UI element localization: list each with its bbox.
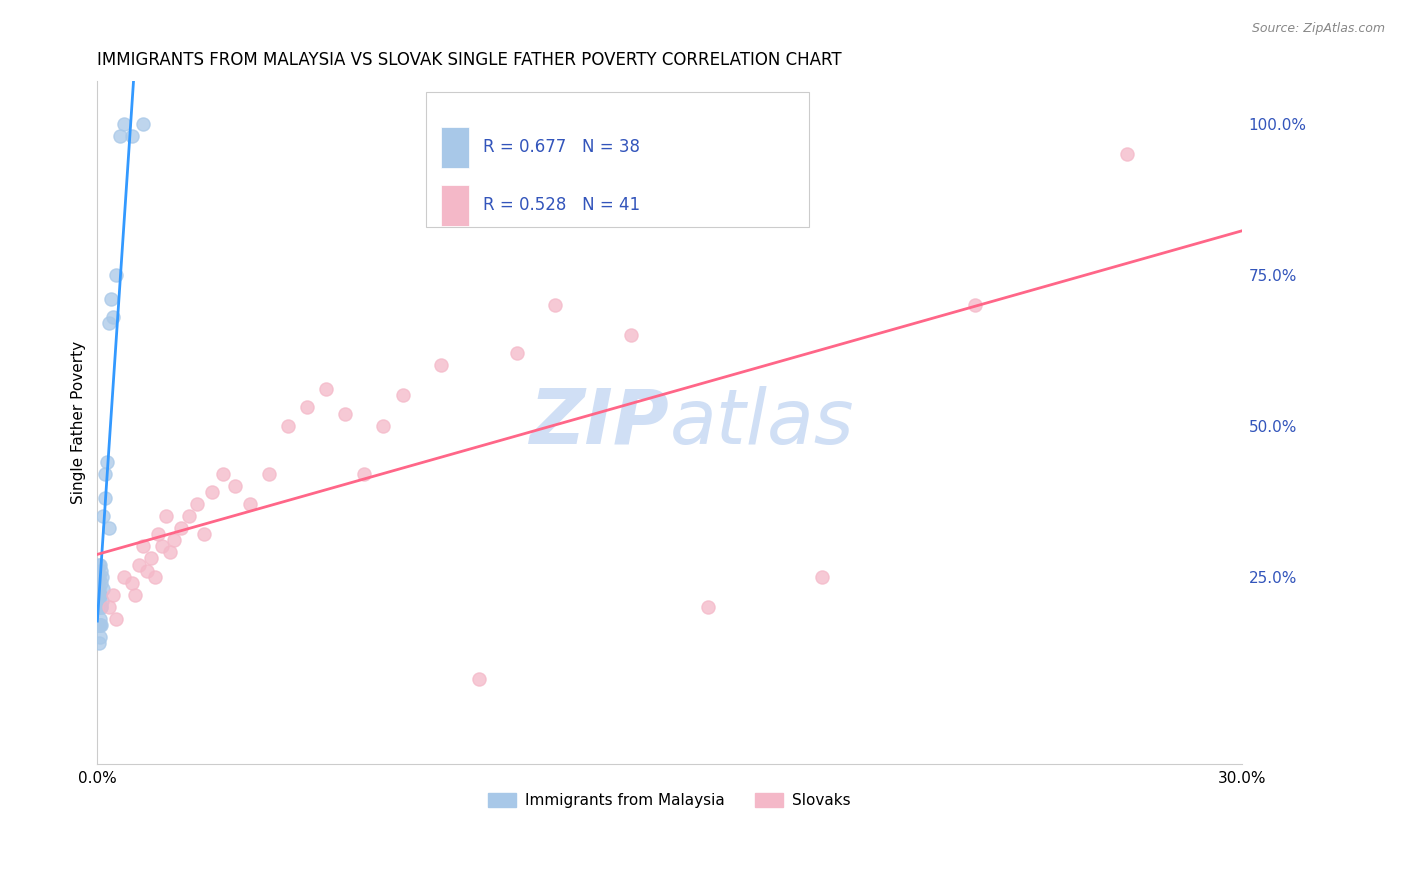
Point — [97, 316, 120, 330]
Text: R = 0.677   N = 38: R = 0.677 N = 38 — [484, 138, 640, 156]
Text: ZIP: ZIP — [530, 385, 669, 459]
Point — [101, 310, 124, 324]
Point — [212, 467, 235, 481]
Point — [177, 509, 200, 524]
Point — [124, 588, 146, 602]
Text: Source: ZipAtlas.com: Source: ZipAtlas.com — [1251, 22, 1385, 36]
Point — [121, 128, 143, 143]
Point — [110, 128, 132, 143]
Point — [89, 612, 111, 626]
Point — [87, 636, 110, 650]
Point — [429, 358, 451, 372]
Point — [90, 564, 112, 578]
Point — [696, 599, 718, 614]
Point — [159, 545, 181, 559]
Point — [91, 582, 114, 596]
Point — [94, 491, 117, 505]
Point — [121, 575, 143, 590]
Point — [91, 509, 114, 524]
Point — [91, 569, 114, 583]
Point — [112, 569, 135, 583]
Point — [315, 383, 337, 397]
Point — [353, 467, 375, 481]
Point — [89, 588, 111, 602]
Point — [257, 467, 280, 481]
Point — [132, 117, 155, 131]
Point — [143, 569, 166, 583]
Text: atlas: atlas — [669, 385, 853, 459]
Y-axis label: Single Father Poverty: Single Father Poverty — [72, 341, 86, 504]
Point — [150, 540, 173, 554]
Point — [391, 388, 413, 402]
Point — [963, 298, 986, 312]
Point — [148, 527, 170, 541]
Point — [89, 588, 111, 602]
Point — [87, 575, 110, 590]
Point — [90, 618, 112, 632]
Point — [97, 521, 120, 535]
Point — [139, 551, 162, 566]
Point — [155, 509, 177, 524]
Point — [193, 527, 215, 541]
Point — [506, 346, 529, 360]
Point — [90, 593, 112, 607]
Text: R = 0.528   N = 41: R = 0.528 N = 41 — [484, 196, 640, 214]
Point — [811, 569, 834, 583]
Point — [90, 599, 112, 614]
Point — [373, 418, 395, 433]
Point — [112, 117, 135, 131]
Point — [97, 599, 120, 614]
Point — [87, 599, 110, 614]
Point — [89, 582, 111, 596]
Point — [100, 292, 122, 306]
Point — [87, 593, 110, 607]
Bar — [440, 127, 470, 168]
Legend: Immigrants from Malaysia, Slovaks: Immigrants from Malaysia, Slovaks — [482, 787, 856, 814]
Point — [89, 558, 111, 572]
FancyBboxPatch shape — [426, 92, 808, 227]
Point — [224, 479, 246, 493]
Point — [89, 558, 111, 572]
Point — [87, 618, 110, 632]
Point — [90, 599, 112, 614]
Point — [170, 521, 193, 535]
Point — [1116, 146, 1139, 161]
Point — [132, 540, 155, 554]
Point — [186, 497, 208, 511]
Point — [101, 588, 124, 602]
Point — [87, 588, 110, 602]
Point — [468, 673, 491, 687]
Point — [620, 328, 643, 343]
Point — [105, 612, 128, 626]
Point — [335, 407, 357, 421]
Point — [162, 533, 184, 548]
Point — [136, 564, 159, 578]
Point — [89, 618, 111, 632]
Point — [105, 268, 128, 282]
Point — [89, 630, 111, 644]
Point — [96, 455, 118, 469]
Point — [128, 558, 150, 572]
Point — [201, 485, 224, 500]
Point — [94, 467, 117, 481]
Point — [90, 575, 112, 590]
Text: IMMIGRANTS FROM MALAYSIA VS SLOVAK SINGLE FATHER POVERTY CORRELATION CHART: IMMIGRANTS FROM MALAYSIA VS SLOVAK SINGL… — [97, 51, 842, 69]
Point — [239, 497, 262, 511]
Bar — [440, 185, 470, 226]
Point — [544, 298, 567, 312]
Point — [87, 618, 110, 632]
Point — [295, 401, 318, 415]
Point — [277, 418, 299, 433]
Point — [89, 569, 111, 583]
Point — [87, 569, 110, 583]
